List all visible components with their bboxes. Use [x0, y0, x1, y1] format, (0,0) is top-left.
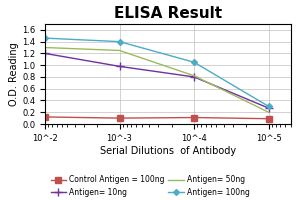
Control Antigen = 100ng	[43, 116, 47, 118]
Antigen= 100ng	[192, 61, 196, 63]
Antigen= 50ng	[118, 49, 121, 52]
Antigen= 10ng	[118, 65, 121, 68]
Line: Antigen= 10ng: Antigen= 10ng	[41, 49, 273, 112]
Control Antigen = 100ng	[267, 118, 270, 120]
Control Antigen = 100ng	[118, 117, 121, 119]
Antigen= 10ng	[267, 107, 270, 109]
Legend: Control Antigen = 100ng, Antigen= 10ng, Antigen= 50ng, Antigen= 100ng: Control Antigen = 100ng, Antigen= 10ng, …	[47, 172, 253, 200]
Antigen= 50ng	[192, 75, 196, 77]
Antigen= 50ng	[267, 111, 270, 113]
Control Antigen = 100ng	[192, 116, 196, 119]
Antigen= 10ng	[43, 52, 47, 55]
Line: Antigen= 100ng: Antigen= 100ng	[43, 36, 271, 108]
Antigen= 50ng	[43, 46, 47, 49]
Antigen= 100ng	[43, 37, 47, 39]
Title: ELISA Result: ELISA Result	[114, 6, 222, 21]
Antigen= 100ng	[267, 105, 270, 108]
X-axis label: Serial Dilutions  of Antibody: Serial Dilutions of Antibody	[100, 146, 236, 156]
Y-axis label: O.D. Reading: O.D. Reading	[9, 42, 19, 106]
Antigen= 100ng	[118, 40, 121, 43]
Antigen= 10ng	[192, 76, 196, 78]
Line: Control Antigen = 100ng: Control Antigen = 100ng	[42, 114, 271, 121]
Line: Antigen= 50ng: Antigen= 50ng	[45, 48, 268, 112]
